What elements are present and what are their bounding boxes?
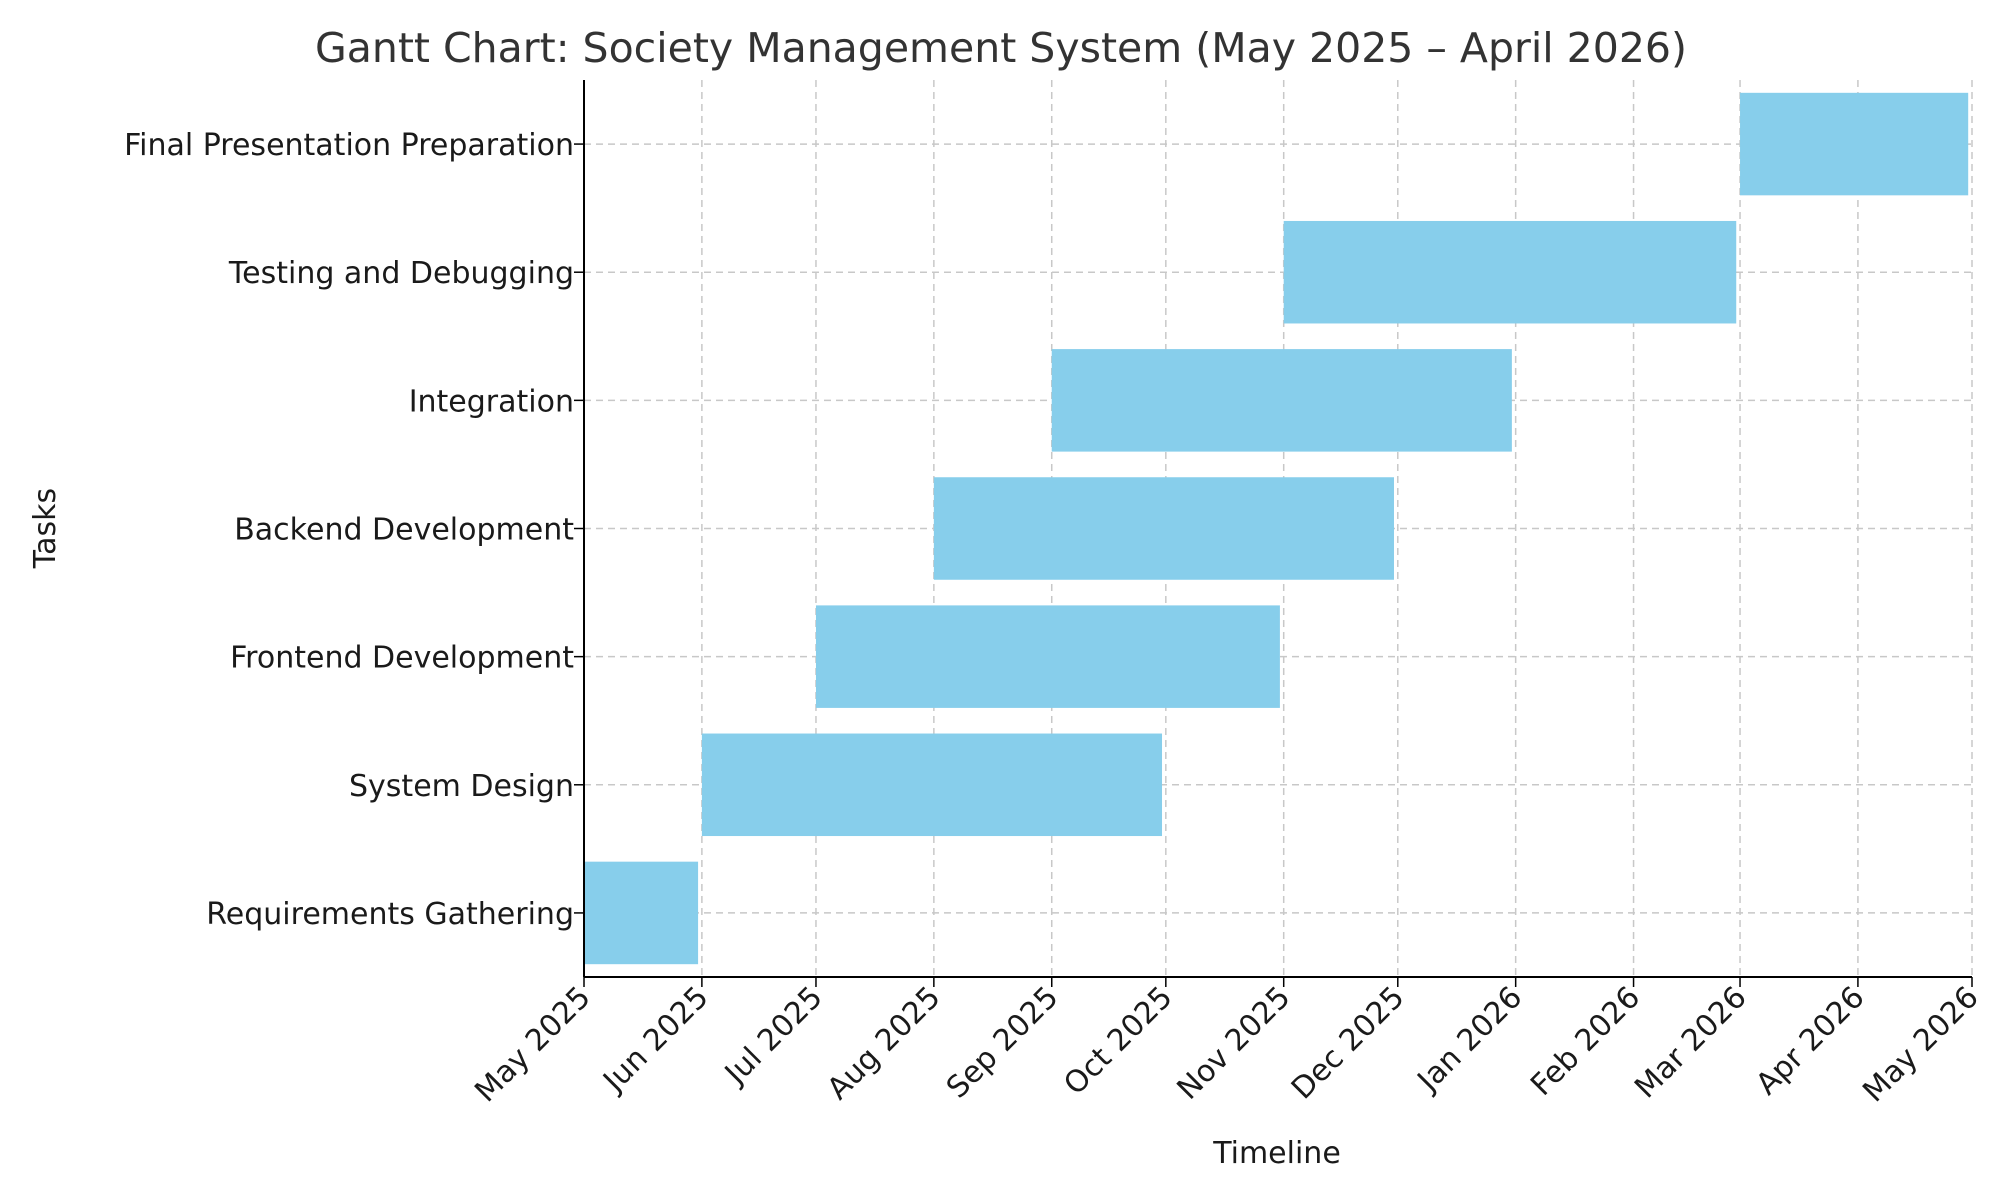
task-bars: [584, 92, 1969, 965]
axes: [574, 80, 1973, 987]
task-bar: [584, 861, 699, 965]
x-tick-label: Jun 2025: [595, 980, 715, 1100]
y-tick-labels: Requirements Gathering System Design Front…: [124, 128, 574, 932]
x-tick-label: Mar 2026: [1628, 980, 1754, 1106]
task-bar: [933, 477, 1394, 580]
y-tick-label: Frontend Development: [230, 641, 574, 676]
x-tick-label: May 2026: [1856, 980, 1985, 1109]
x-tick-label: Nov 2025: [1170, 980, 1297, 1107]
task-bar: [701, 733, 1163, 837]
y-tick-label: System Design: [349, 769, 574, 804]
x-tick-label: Aug 2025: [821, 980, 948, 1107]
x-axis-label: Timeline: [1212, 1136, 1341, 1171]
x-tick-label: Dec 2025: [1285, 980, 1412, 1107]
y-axis-label: Tasks: [28, 488, 63, 569]
y-tick-label: Backend Development: [234, 513, 574, 548]
x-tick-label: Feb 2026: [1524, 980, 1647, 1103]
task-bar: [1051, 349, 1512, 452]
y-tick-label: Integration: [409, 384, 574, 419]
y-tick-label: Requirements Gathering: [206, 897, 574, 932]
task-bar: [815, 605, 1280, 708]
x-tick-label: Jan 2026: [1410, 980, 1530, 1100]
x-tick-label: Apr 2026: [1749, 980, 1871, 1102]
chart-title: Gantt Chart: Society Management System (…: [315, 24, 1687, 72]
x-tick-label: Jul 2025: [717, 980, 829, 1092]
y-tick-label: Final Presentation Preparation: [124, 128, 574, 163]
x-tick-label: May 2025: [468, 980, 597, 1109]
y-tick-label: Testing and Debugging: [228, 256, 574, 291]
task-bar: [1740, 92, 1969, 196]
x-tick-label: Oct 2025: [1057, 980, 1179, 1102]
x-tick-label: Sep 2025: [940, 980, 1065, 1105]
task-bar: [1283, 220, 1737, 324]
